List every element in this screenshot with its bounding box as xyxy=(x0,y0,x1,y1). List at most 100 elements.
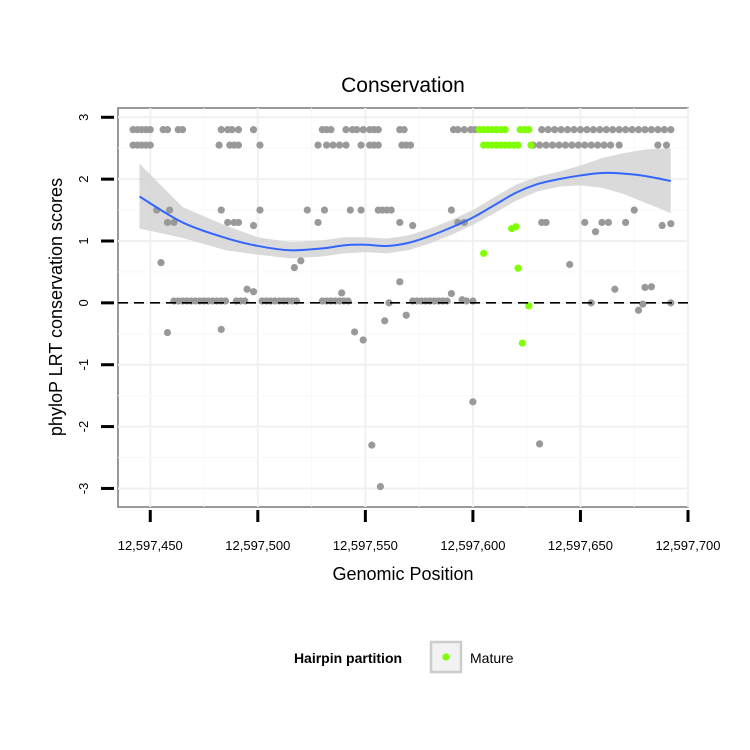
point-other xyxy=(256,206,264,214)
point-other xyxy=(660,126,668,134)
point-other xyxy=(602,126,610,134)
point-other xyxy=(544,126,552,134)
point-other xyxy=(561,141,569,149)
point-other xyxy=(217,126,225,134)
point-other xyxy=(243,285,251,293)
y-tick-label: -3 xyxy=(76,483,91,495)
point-other xyxy=(359,126,367,134)
point-other xyxy=(658,221,666,230)
legend-key-mature-dot xyxy=(442,653,450,661)
point-other xyxy=(462,297,471,305)
point-other xyxy=(400,126,408,134)
y-tick-label: 2 xyxy=(76,176,91,183)
point-other xyxy=(146,126,154,134)
point-other xyxy=(374,141,382,149)
point-other xyxy=(163,218,172,227)
point-other xyxy=(357,141,365,149)
point-other xyxy=(454,126,462,134)
point-other xyxy=(228,126,236,134)
point-other xyxy=(314,141,322,149)
y-tick-label: 0 xyxy=(76,299,91,306)
point-other xyxy=(609,126,617,134)
point-other xyxy=(170,218,178,227)
point-other xyxy=(297,257,305,265)
point-other xyxy=(402,311,410,319)
point-other xyxy=(166,206,174,214)
point-other xyxy=(591,228,600,236)
point-other xyxy=(249,288,258,296)
point-mature xyxy=(512,223,520,231)
point-other xyxy=(406,141,415,149)
y-tick-label: 1 xyxy=(76,237,91,244)
point-other xyxy=(598,218,606,227)
point-other xyxy=(563,126,572,134)
y-tick-label: -2 xyxy=(76,421,91,433)
point-mature xyxy=(514,264,522,272)
x-tick-label: 12,597,500 xyxy=(225,538,290,553)
point-other xyxy=(647,283,656,291)
point-other xyxy=(596,126,604,134)
point-other xyxy=(634,126,643,134)
point-other xyxy=(323,141,331,149)
x-axis: 12,597,450 12,597,500 12,597,550 12,597,600… xyxy=(118,510,721,553)
point-other xyxy=(581,141,589,149)
y-tick-label: 3 xyxy=(76,114,91,121)
point-other xyxy=(535,440,544,448)
point-other xyxy=(335,141,344,149)
point-other xyxy=(359,336,367,344)
point-other xyxy=(357,206,365,214)
point-other xyxy=(163,126,172,134)
x-axis-title: Genomic Position xyxy=(332,564,473,584)
point-other xyxy=(576,126,585,134)
point-other xyxy=(146,141,154,149)
point-other xyxy=(329,141,337,149)
point-other xyxy=(249,221,258,230)
plot-panel xyxy=(117,107,689,508)
point-other xyxy=(460,126,468,134)
x-tick-label: 12,597,450 xyxy=(118,538,183,553)
point-other xyxy=(342,141,350,149)
point-other xyxy=(542,218,550,227)
y-tick-label: -1 xyxy=(76,359,91,371)
point-other xyxy=(396,278,404,286)
point-other xyxy=(342,126,350,134)
point-mature xyxy=(525,302,533,310)
point-other xyxy=(538,126,546,134)
point-other xyxy=(667,220,675,228)
point-other xyxy=(606,141,615,149)
point-other xyxy=(611,285,619,293)
point-other xyxy=(327,126,335,134)
legend: Hairpin partition Mature xyxy=(294,640,514,674)
point-mature xyxy=(525,126,533,134)
point-other xyxy=(630,206,638,214)
point-other xyxy=(163,328,172,337)
point-other xyxy=(555,141,563,149)
point-mature xyxy=(518,339,526,347)
point-other xyxy=(622,218,630,227)
point-other xyxy=(583,126,591,134)
point-other xyxy=(639,300,647,308)
legend-label-mature: Mature xyxy=(470,650,514,666)
point-other xyxy=(314,218,322,227)
point-other xyxy=(157,259,165,267)
point-other xyxy=(542,141,550,149)
point-mature xyxy=(480,249,488,257)
point-other xyxy=(589,126,597,134)
point-other xyxy=(368,441,376,449)
point-other xyxy=(290,264,298,272)
point-other xyxy=(351,328,359,336)
point-other xyxy=(469,398,477,406)
point-other xyxy=(396,218,404,227)
x-tick-label: 12,597,600 xyxy=(440,538,505,553)
point-other xyxy=(338,289,346,297)
point-other xyxy=(387,206,395,214)
point-other xyxy=(647,126,656,134)
point-other xyxy=(594,141,602,149)
x-tick-label: 12,597,650 xyxy=(548,538,613,553)
point-other xyxy=(641,126,649,134)
point-other xyxy=(217,206,225,214)
point-other xyxy=(409,221,417,230)
point-other xyxy=(662,141,671,149)
point-mature xyxy=(501,126,509,134)
